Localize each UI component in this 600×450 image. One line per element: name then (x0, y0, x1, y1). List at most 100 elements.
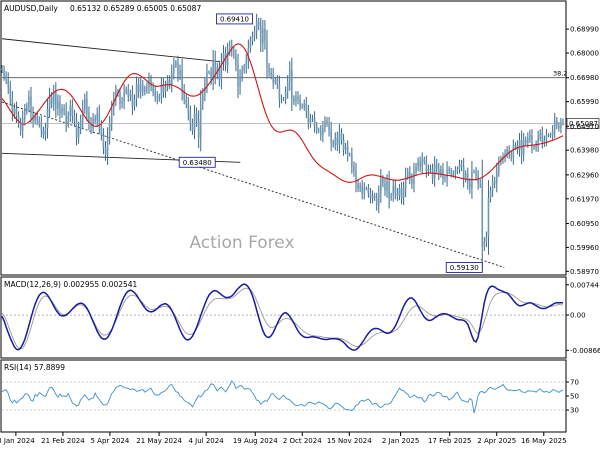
candle-body (253, 31, 256, 37)
candle-body (334, 137, 337, 145)
candle-body (498, 161, 500, 172)
candle-body (57, 101, 59, 109)
candle-body (433, 164, 436, 179)
last-price-badge (566, 118, 600, 129)
candle-body (282, 98, 285, 100)
candle-body (259, 26, 262, 44)
candle-body (108, 123, 111, 138)
candle-body (7, 79, 10, 87)
price-y-tick-label: 0.64970 (570, 123, 599, 131)
candle-body (119, 94, 121, 104)
candle-body (28, 96, 30, 107)
candle-body (13, 108, 16, 114)
candle-body (291, 69, 293, 99)
candle-body (206, 72, 208, 85)
macd-series-macd (1, 283, 563, 351)
x-axis: 8 Jan 2024 21 Feb 2024 5 Apr 2024 21 May 20… (0, 432, 567, 445)
rsi-y-tick-label: 70 (570, 379, 579, 387)
candle-body (86, 98, 88, 114)
candle-body (129, 94, 132, 97)
candle-body (264, 28, 266, 41)
candle-body (73, 115, 76, 121)
candle-body (19, 123, 22, 131)
x-tick-label: 2 Oct 2024 (283, 437, 322, 445)
candle-body (506, 149, 508, 155)
candle-body (466, 173, 469, 184)
candle-body (489, 190, 492, 199)
candle-body (179, 69, 181, 75)
candle-body (487, 198, 490, 237)
candle-body (98, 113, 101, 126)
candle-body (346, 147, 349, 155)
candle-body (175, 62, 177, 66)
candle-body (491, 181, 494, 191)
candle-body (69, 106, 72, 116)
candle-body (195, 113, 198, 121)
candle-body (469, 183, 471, 189)
candle-body (367, 188, 370, 194)
candle-body (377, 193, 380, 206)
candle-body (485, 236, 488, 242)
candle-body (425, 161, 428, 172)
candle-body (84, 98, 86, 109)
candle-body (440, 169, 442, 174)
candle-body (243, 67, 246, 70)
candle-body (5, 75, 7, 80)
watermark: Action Forex (189, 233, 294, 253)
candle-body (553, 120, 556, 131)
candle-body (452, 173, 455, 175)
candle-body (245, 60, 248, 68)
candle-body (533, 147, 535, 149)
x-tick-label: 8 Jan 2024 (0, 437, 35, 445)
macd-panel: 0.00744 0.00 -0.00866 MACD(12,26,9) 0.0029… (0, 276, 600, 359)
candle-body (270, 72, 272, 75)
price-y-tick-label: 0.62960 (570, 171, 599, 179)
candle-body (38, 120, 41, 124)
candle-body (94, 118, 96, 121)
candle-body (477, 176, 479, 184)
candle-body (40, 123, 43, 131)
candle-body (342, 140, 345, 150)
price-y-tick-label: 0.65990 (570, 98, 599, 106)
candle-body (110, 108, 113, 124)
candle-body (102, 135, 105, 148)
candle-body (183, 89, 185, 99)
candle-body (446, 169, 448, 179)
price-y-tick-label: 0.68990 (570, 26, 599, 34)
candle-body (512, 147, 515, 157)
price-y-tick-label: 0.59960 (570, 244, 599, 252)
candle-body (444, 178, 446, 180)
candle-body (158, 96, 161, 99)
candle-body (421, 159, 424, 167)
candle-body (162, 84, 165, 92)
candle-body (293, 98, 295, 102)
candle-body (278, 84, 281, 99)
candle-body (173, 65, 175, 73)
candle-body (81, 108, 84, 121)
candle-body (63, 108, 65, 112)
price-panel: Action Forex 0.694100.634800.5913038.20.… (0, 0, 600, 276)
candle-body (458, 164, 461, 170)
candle-body (454, 171, 457, 174)
candle-body (493, 181, 496, 184)
price-annotation-box (216, 13, 253, 25)
candle-body (429, 169, 432, 170)
macd-series-signal (1, 287, 563, 350)
candle-body (59, 101, 61, 114)
candle-body (152, 86, 154, 92)
candle-body (479, 183, 481, 185)
candle-body (409, 171, 411, 179)
candle-body (336, 137, 339, 145)
candle-body (218, 67, 221, 80)
candle-body (181, 69, 183, 90)
candle-body (549, 135, 552, 137)
candle-body (168, 79, 171, 85)
candle-body (23, 111, 26, 119)
candle-body (288, 69, 291, 83)
candle-body (460, 164, 463, 167)
candle-body (427, 169, 430, 172)
candle-body (351, 154, 353, 167)
candle-body (286, 82, 289, 92)
candle-body (326, 120, 328, 124)
